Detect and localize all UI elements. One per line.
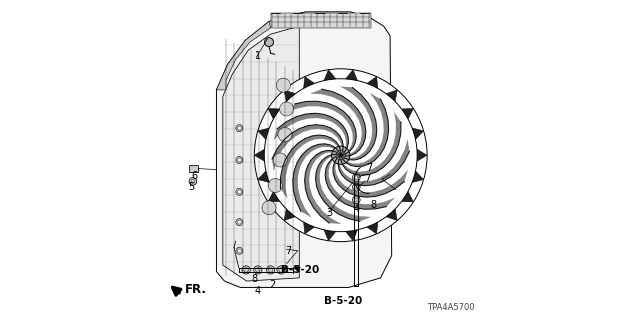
Polygon shape: [340, 86, 377, 160]
Polygon shape: [284, 209, 295, 220]
Circle shape: [276, 78, 291, 92]
Text: 8: 8: [371, 200, 376, 210]
Circle shape: [236, 124, 243, 132]
Polygon shape: [367, 76, 378, 88]
Circle shape: [236, 188, 243, 196]
Circle shape: [242, 266, 250, 274]
Circle shape: [237, 158, 241, 162]
Polygon shape: [280, 135, 340, 199]
Polygon shape: [268, 191, 280, 202]
Polygon shape: [316, 154, 371, 221]
Circle shape: [268, 179, 282, 193]
Circle shape: [353, 174, 360, 181]
Circle shape: [273, 153, 287, 167]
Polygon shape: [305, 150, 342, 224]
Polygon shape: [325, 155, 395, 209]
Polygon shape: [303, 222, 314, 234]
Text: TPA4A5700: TPA4A5700: [427, 303, 474, 312]
Polygon shape: [367, 222, 378, 234]
Polygon shape: [401, 191, 413, 202]
Text: 3: 3: [326, 208, 333, 218]
Polygon shape: [338, 139, 410, 186]
Polygon shape: [216, 21, 271, 90]
Polygon shape: [310, 89, 366, 156]
Polygon shape: [254, 149, 264, 161]
Circle shape: [266, 266, 275, 274]
Text: 6: 6: [192, 171, 198, 181]
Text: 7: 7: [366, 163, 372, 173]
Circle shape: [236, 219, 243, 226]
Text: B-5-20: B-5-20: [281, 265, 319, 275]
Polygon shape: [303, 76, 314, 88]
Polygon shape: [271, 13, 371, 28]
Circle shape: [189, 178, 196, 185]
Polygon shape: [333, 155, 408, 197]
Text: 7: 7: [364, 174, 371, 184]
Circle shape: [277, 266, 285, 274]
Circle shape: [236, 156, 243, 164]
Polygon shape: [272, 125, 343, 171]
Circle shape: [237, 126, 241, 130]
Bar: [189, 165, 198, 172]
Polygon shape: [346, 230, 358, 241]
Polygon shape: [293, 144, 340, 218]
Circle shape: [264, 79, 417, 232]
Text: 1: 1: [255, 52, 261, 61]
Circle shape: [264, 38, 273, 47]
Text: 4: 4: [353, 204, 360, 214]
Text: FR.: FR.: [185, 283, 207, 296]
Polygon shape: [340, 112, 401, 175]
Circle shape: [353, 196, 360, 204]
Text: B-5-20: B-5-20: [324, 296, 362, 306]
Circle shape: [280, 102, 294, 116]
Polygon shape: [386, 90, 397, 101]
Circle shape: [237, 190, 241, 194]
Polygon shape: [287, 101, 356, 155]
Polygon shape: [386, 209, 397, 220]
Circle shape: [353, 183, 360, 191]
Circle shape: [278, 127, 292, 141]
Polygon shape: [401, 108, 413, 119]
Text: 4: 4: [255, 286, 261, 296]
Polygon shape: [340, 93, 388, 167]
Polygon shape: [412, 128, 424, 140]
Circle shape: [254, 69, 427, 242]
Polygon shape: [216, 12, 392, 287]
Polygon shape: [273, 113, 348, 155]
Circle shape: [332, 146, 350, 164]
Circle shape: [236, 247, 243, 254]
Polygon shape: [324, 230, 336, 241]
Circle shape: [237, 249, 241, 253]
Circle shape: [237, 220, 241, 224]
Text: 8: 8: [252, 274, 258, 284]
Polygon shape: [412, 171, 424, 182]
Circle shape: [262, 201, 276, 215]
Polygon shape: [284, 90, 295, 101]
Polygon shape: [346, 70, 358, 81]
Text: 2: 2: [269, 280, 275, 290]
Polygon shape: [417, 149, 427, 161]
Polygon shape: [324, 70, 336, 81]
Text: 7: 7: [285, 246, 291, 256]
Polygon shape: [258, 171, 269, 182]
Polygon shape: [268, 108, 280, 119]
Circle shape: [336, 151, 346, 160]
Text: 5: 5: [188, 182, 194, 192]
Polygon shape: [258, 128, 269, 140]
Polygon shape: [223, 26, 300, 281]
Circle shape: [253, 266, 262, 274]
Text: 7: 7: [280, 265, 287, 275]
